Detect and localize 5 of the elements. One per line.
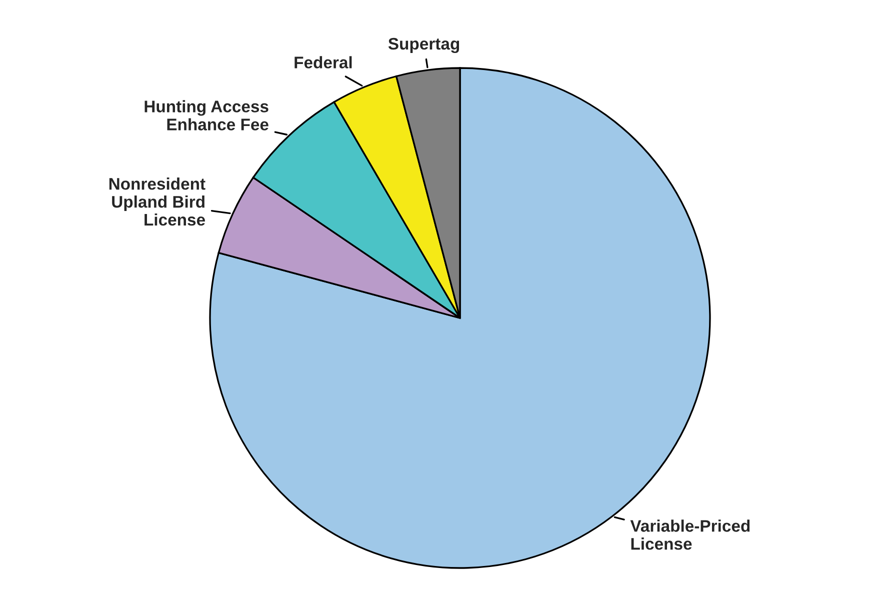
slice-label: Nonresident Upland Bird License	[109, 178, 206, 226]
slice-label: Federal	[294, 56, 352, 68]
slice-label: Supertag	[388, 38, 460, 54]
slice-label: Variable-Priced License	[630, 520, 750, 550]
slice-label: Hunting Access Enhance Fee	[144, 100, 268, 130]
